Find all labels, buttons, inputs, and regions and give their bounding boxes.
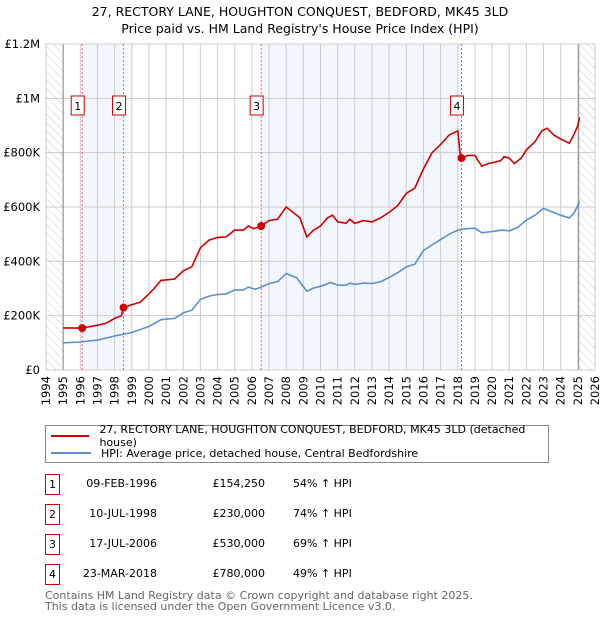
- x-tick-label: 1998: [108, 376, 122, 405]
- legend-label: 27, RECTORY LANE, HOUGHTON CONQUEST, BED…: [99, 423, 526, 449]
- sale-hpi: 74% ↑ HPI: [293, 507, 352, 520]
- legend-label: HPI: Average price, detached house, Cent…: [101, 446, 419, 460]
- sale-label-number: 1: [74, 100, 81, 113]
- x-tick-label: 2010: [314, 376, 328, 405]
- x-tick-label: 2018: [451, 376, 465, 405]
- x-tick-label: 1996: [73, 376, 87, 405]
- legend-item-price: 27, RECTORY LANE, HOUGHTON CONQUEST, BED…: [51, 423, 548, 449]
- sale-label-number: 3: [253, 100, 260, 113]
- y-tick-label: £400K: [3, 254, 40, 268]
- sale-point: [78, 324, 87, 333]
- x-tick-label: 2007: [262, 376, 276, 405]
- sale-hpi: 49% ↑ HPI: [293, 567, 352, 580]
- series-line-price: [63, 117, 581, 329]
- x-tick-label: 2009: [296, 376, 310, 405]
- y-tick-label: £200K: [3, 309, 40, 323]
- x-tick-label: 2003: [193, 376, 207, 405]
- x-tick-label: 1994: [39, 376, 53, 405]
- sale-point: [257, 222, 266, 231]
- x-tick-label: 2020: [485, 376, 499, 405]
- sale-hpi: 69% ↑ HPI: [293, 537, 352, 550]
- x-tick-label: 2001: [159, 376, 173, 405]
- sale-price: £230,000: [212, 507, 266, 520]
- x-tick-label: 1995: [56, 376, 70, 405]
- x-tick-label: 2008: [279, 376, 293, 405]
- sale-point: [457, 154, 466, 163]
- x-tick-label: 2023: [537, 376, 551, 405]
- legend: 27, RECTORY LANE, HOUGHTON CONQUEST, BED…: [45, 423, 549, 463]
- x-tick-label: 2017: [434, 376, 448, 405]
- x-tick-label: 2013: [365, 376, 379, 405]
- chart-title: 27, RECTORY LANE, HOUGHTON CONQUEST, BED…: [91, 4, 509, 19]
- x-tick-label: 2004: [211, 376, 225, 405]
- sale-label-number: 4: [454, 100, 461, 113]
- x-tick-label: 2012: [348, 376, 362, 405]
- sale-price: £154,250: [212, 477, 266, 490]
- legend-swatch-price: [51, 435, 90, 437]
- sale-label-box: [450, 95, 465, 116]
- x-tick-label: 2014: [382, 376, 396, 405]
- x-tick-label: 2000: [142, 376, 156, 405]
- legend-swatch-hpi: [51, 452, 91, 454]
- y-tick-label: £1M: [15, 91, 40, 105]
- x-tick-label: 1997: [90, 376, 104, 405]
- footer-copyright: Contains HM Land Registry data © Crown c…: [45, 589, 473, 602]
- sale-date: 09-FEB-1996: [86, 477, 157, 490]
- y-tick-label: £600K: [3, 200, 40, 214]
- sale-price: £530,000: [212, 537, 266, 550]
- sale-label-box: [70, 95, 85, 116]
- sale-date: 17-JUL-2006: [89, 537, 157, 550]
- x-tick-label: 2026: [588, 376, 600, 405]
- sale-number: 4: [45, 564, 60, 585]
- sale-label-number: 2: [116, 100, 123, 113]
- y-tick-label: £800K: [3, 146, 40, 160]
- legend-item-hpi: HPI: Average price, detached house, Cent…: [51, 445, 418, 461]
- x-tick-label: 2016: [416, 376, 430, 405]
- sale-label-box: [249, 95, 264, 116]
- x-tick-label: 2006: [245, 376, 259, 405]
- sale-label-box: [112, 95, 127, 116]
- plot-border: [45, 43, 596, 371]
- x-tick-label: 2011: [331, 376, 345, 405]
- sale-point: [119, 303, 128, 312]
- sale-hpi: 54% ↑ HPI: [293, 477, 352, 490]
- sale-number: 3: [45, 534, 60, 555]
- x-tick-label: 2019: [468, 376, 482, 405]
- sale-date: 10-JUL-1998: [89, 507, 157, 520]
- sale-date: 23-MAR-2018: [82, 567, 157, 580]
- x-tick-label: 2024: [554, 376, 568, 405]
- sale-number: 2: [45, 504, 60, 525]
- x-tick-label: 2025: [571, 376, 585, 405]
- sale-number: 1: [45, 474, 60, 495]
- chart-subtitle: Price paid vs. HM Land Registry's House …: [121, 21, 479, 36]
- x-tick-label: 2005: [228, 376, 242, 405]
- chart-plot: 1994 1995 1996 1997 1998 1999 2000 2001 2002 2003…: [3, 37, 600, 405]
- sale-price: £780,000: [212, 567, 266, 580]
- x-tick-label: 2022: [519, 376, 533, 405]
- footer-licence: This data is licensed under the Open Gov…: [45, 600, 396, 613]
- x-tick-label: 2021: [502, 376, 516, 405]
- x-tick-label: 2015: [399, 376, 413, 405]
- series-line-hpi: [63, 201, 581, 344]
- y-tick-label: £1.2M: [4, 37, 40, 51]
- y-tick-label: £0: [25, 363, 40, 377]
- x-tick-label: 1999: [125, 376, 139, 405]
- x-tick-label: 2002: [176, 376, 190, 405]
